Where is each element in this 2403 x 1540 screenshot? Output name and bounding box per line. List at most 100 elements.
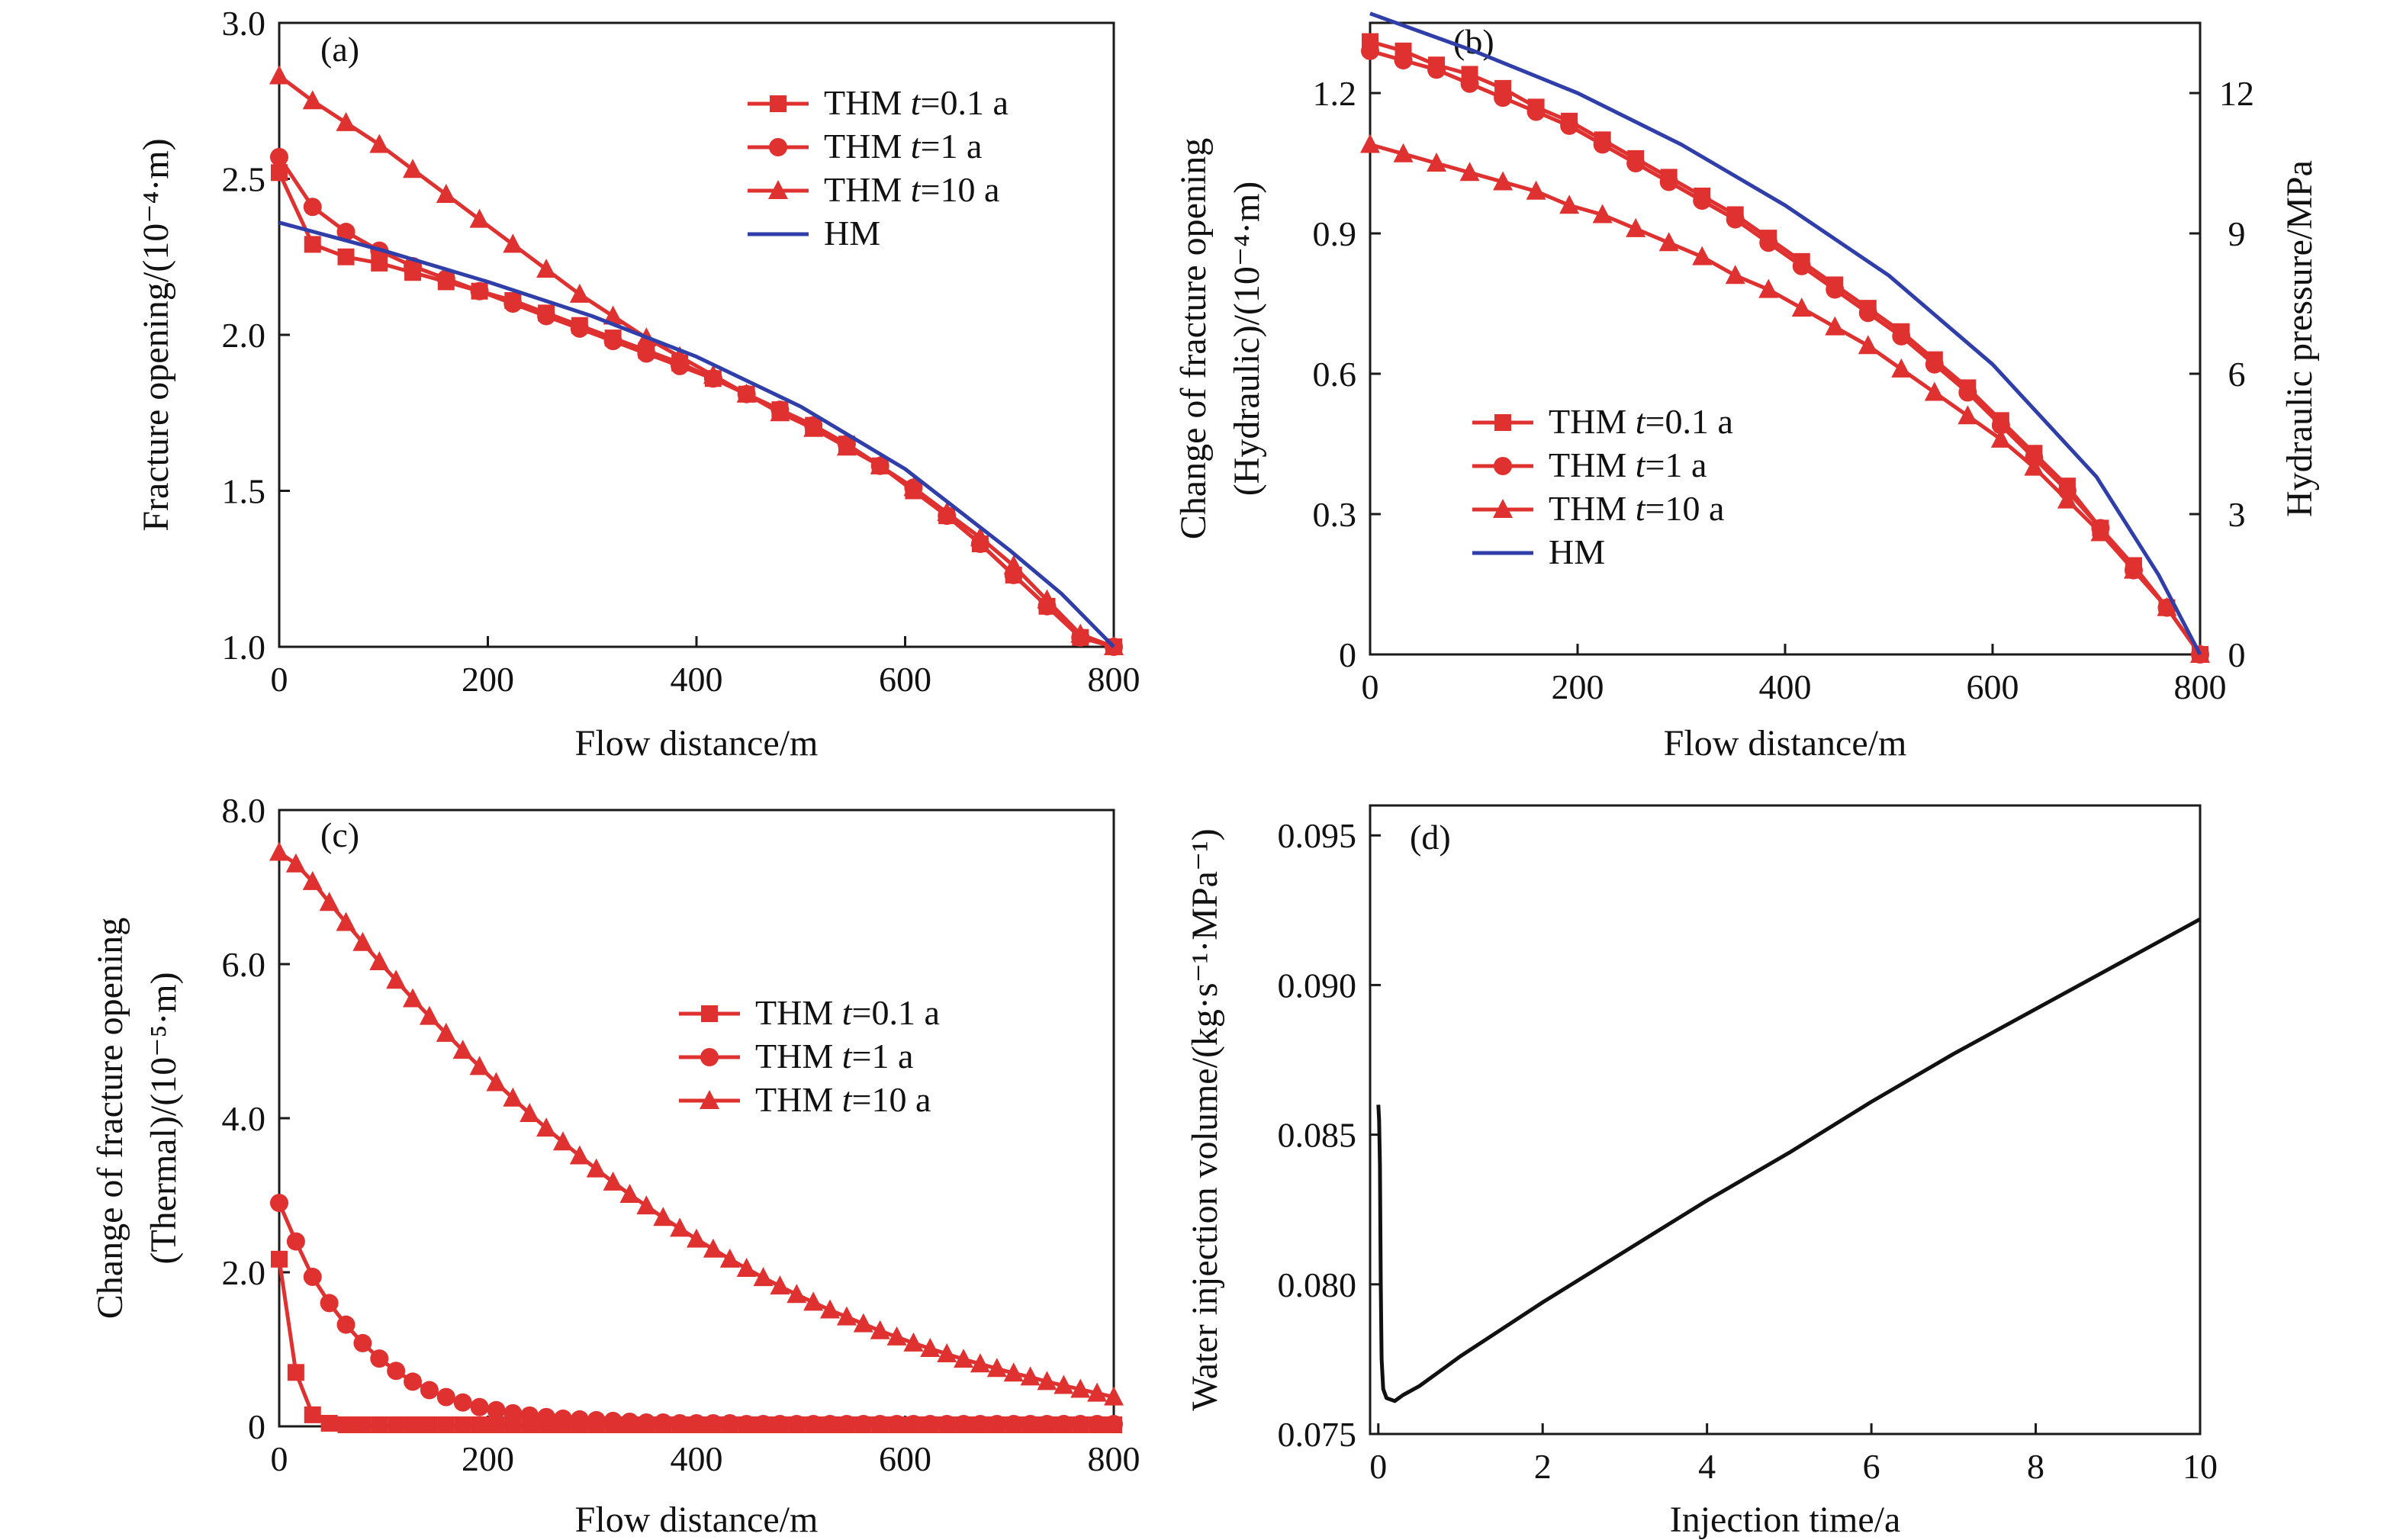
data-point	[903, 1332, 924, 1352]
data-point	[1692, 246, 1713, 265]
data-point	[1427, 153, 1447, 172]
x-tick-label: 600	[1967, 667, 2019, 706]
legend-text-prefix: THM	[1549, 489, 1636, 528]
x-tick-label: 400	[1759, 667, 1812, 706]
data-point	[1792, 256, 1811, 275]
x-tick-label: 8	[2027, 1447, 2044, 1486]
data-point	[987, 1414, 1006, 1433]
legend-text-prefix: HM	[824, 214, 880, 252]
data-point	[403, 988, 423, 1008]
data-point	[804, 1414, 823, 1433]
data-point	[1459, 162, 1480, 182]
legend-entry-label: THM t=10 a	[1549, 489, 1724, 528]
legend-text-suffix: =10 a	[921, 170, 1000, 209]
data-point	[1493, 171, 1514, 191]
data-point	[1758, 278, 1779, 298]
data-point	[270, 1194, 288, 1213]
data-point	[803, 1291, 824, 1311]
data-point	[304, 1406, 321, 1423]
data-point	[302, 870, 323, 890]
data-point	[736, 383, 757, 403]
data-point	[837, 1414, 856, 1433]
legend-text-variable: t	[842, 1080, 853, 1119]
data-point	[437, 1416, 455, 1433]
x-tick-label: 800	[1088, 1439, 1140, 1478]
plot-frame	[1369, 21, 2202, 656]
chart-panel-a: 0 200 400 600 800 1.0 1.5 2.0 2.5 3.0 Flow distanc…	[136, 4, 1140, 764]
data-point	[570, 1410, 589, 1429]
legend-text-prefix: THM	[824, 83, 911, 122]
series-line	[1369, 11, 2202, 656]
data-point	[703, 1238, 723, 1258]
data-point	[503, 294, 523, 313]
y-tick-label: 1.5	[222, 472, 266, 511]
legend-entry-label: THM t=1 a	[755, 1037, 913, 1075]
data-point	[536, 1117, 557, 1137]
series-line	[277, 172, 1115, 649]
panel-label: (c)	[320, 815, 359, 854]
panel-label: (a)	[320, 30, 359, 69]
legend-text-prefix: THM	[755, 1037, 842, 1075]
data-point	[436, 1022, 456, 1042]
data-point	[970, 526, 990, 546]
y2-axis-label: Hydraulic pressure/MPa	[2279, 160, 2320, 517]
data-point	[670, 1217, 690, 1237]
y-tick-label: 2.0	[222, 316, 266, 355]
data-point	[587, 1410, 606, 1429]
x-tick-label: 0	[271, 1439, 288, 1478]
data-point	[1726, 210, 1745, 229]
data-point	[336, 911, 356, 931]
series-line	[1376, 917, 2202, 1403]
legend-text-variable: t	[911, 83, 922, 122]
data-point	[1087, 1382, 1108, 1402]
data-point	[1658, 232, 1679, 252]
legend-entry-label: THM t=0.1 a	[755, 993, 940, 1032]
data-point	[302, 90, 323, 110]
data-point	[404, 1416, 422, 1433]
series-line	[1376, 917, 2202, 1403]
data-point	[371, 1416, 388, 1433]
data-point	[803, 417, 824, 437]
data-point	[654, 1413, 673, 1432]
legend-text-variable: t	[911, 170, 922, 209]
data-point	[353, 1333, 372, 1352]
legend-swatch-marker	[701, 1005, 718, 1022]
data-point	[770, 1414, 790, 1433]
data-point	[369, 950, 390, 970]
data-point	[754, 1414, 773, 1433]
data-point	[271, 164, 288, 182]
data-point	[1494, 88, 1513, 108]
data-point	[1054, 1414, 1073, 1433]
x-tick-label: 400	[671, 1439, 723, 1478]
data-point	[2157, 596, 2177, 616]
x-tick-label: 10	[2183, 1447, 2218, 1486]
x-tick-label: 0	[1362, 667, 1379, 706]
data-point	[671, 1413, 690, 1432]
y2-tick-label: 3	[2228, 495, 2246, 534]
data-point	[1526, 180, 1546, 200]
data-point	[870, 1320, 890, 1339]
y-tick-label: 0.3	[1313, 495, 1357, 534]
data-point	[269, 841, 289, 861]
data-point	[637, 1413, 656, 1432]
data-point	[1088, 1414, 1107, 1433]
data-point	[1593, 135, 1612, 154]
data-point	[1559, 195, 1580, 214]
data-point	[986, 1358, 1007, 1378]
data-point	[787, 1284, 807, 1304]
legend-text-prefix: THM	[824, 170, 911, 209]
legend-swatch-marker	[1494, 414, 1511, 431]
series-thm-t-10-a	[269, 65, 1124, 655]
y-tick-label: 4.0	[222, 1099, 266, 1138]
data-point	[836, 436, 857, 456]
data-point	[921, 1414, 940, 1433]
y2-tick-label: 6	[2228, 355, 2246, 394]
data-point	[1054, 1374, 1074, 1394]
y-tick-label: 3.0	[222, 4, 266, 43]
data-point	[270, 147, 288, 166]
data-point	[1659, 172, 1678, 191]
legend-swatch-marker	[770, 95, 787, 112]
data-point	[970, 1414, 989, 1433]
